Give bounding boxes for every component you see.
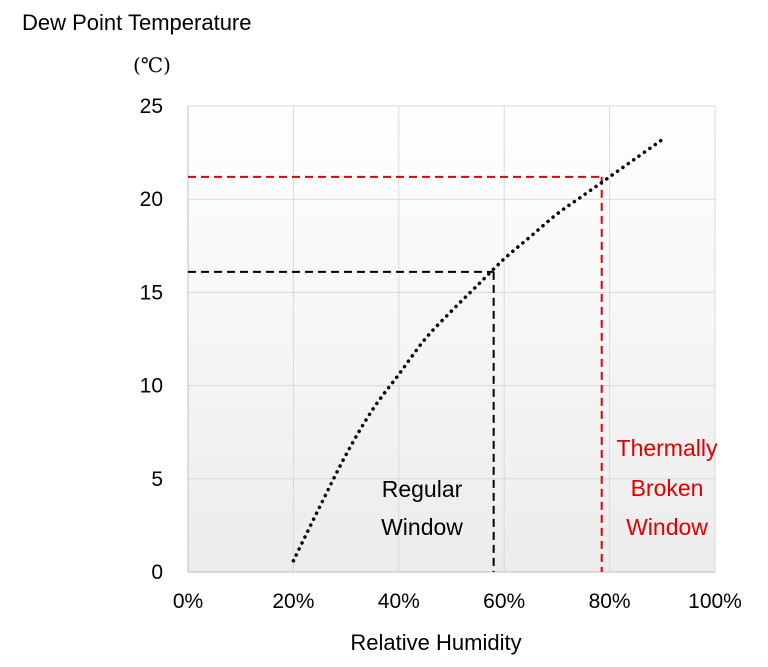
x-tick-label: 20% <box>272 590 314 613</box>
x-tick-label: 80% <box>589 590 631 613</box>
grid <box>187 105 716 573</box>
x-tick-label: 100% <box>688 590 742 613</box>
annotation-regular-window: Regular Window <box>381 476 463 540</box>
y-tick-label: 15 <box>140 281 163 304</box>
y-axis-unit: (℃) <box>133 53 171 77</box>
x-axis-title: Relative Humidity <box>350 630 521 655</box>
annotation-broken-line-2: Broken <box>631 475 704 501</box>
y-tick-label: 0 <box>151 561 163 584</box>
y-tick-label: 10 <box>140 375 163 398</box>
x-tick-label: 40% <box>378 590 420 613</box>
dew-point-curve <box>291 137 665 563</box>
x-tick-label: 0% <box>173 590 203 613</box>
y-tick-label: 5 <box>151 468 163 491</box>
annotation-broken-line-1: Thermally <box>617 435 718 461</box>
ticks: 0% 20% 40% 60% 80% 100% 0 5 10 15 20 25 <box>140 95 742 613</box>
annotation-regular-line-1: Regular <box>382 476 463 502</box>
annotation-regular-line-2: Window <box>381 514 463 540</box>
y-tick-label: 20 <box>140 188 163 211</box>
y-axis-title: Dew Point Temperature <box>22 10 252 35</box>
annotation-broken-line-3: Window <box>626 514 708 540</box>
y-tick-label: 25 <box>140 95 163 118</box>
reference-lines <box>188 175 603 572</box>
annotation-thermally-broken-window: Thermally Broken Window <box>617 435 718 540</box>
plot-area <box>188 106 715 572</box>
x-tick-label: 60% <box>483 590 525 613</box>
series <box>291 137 665 563</box>
